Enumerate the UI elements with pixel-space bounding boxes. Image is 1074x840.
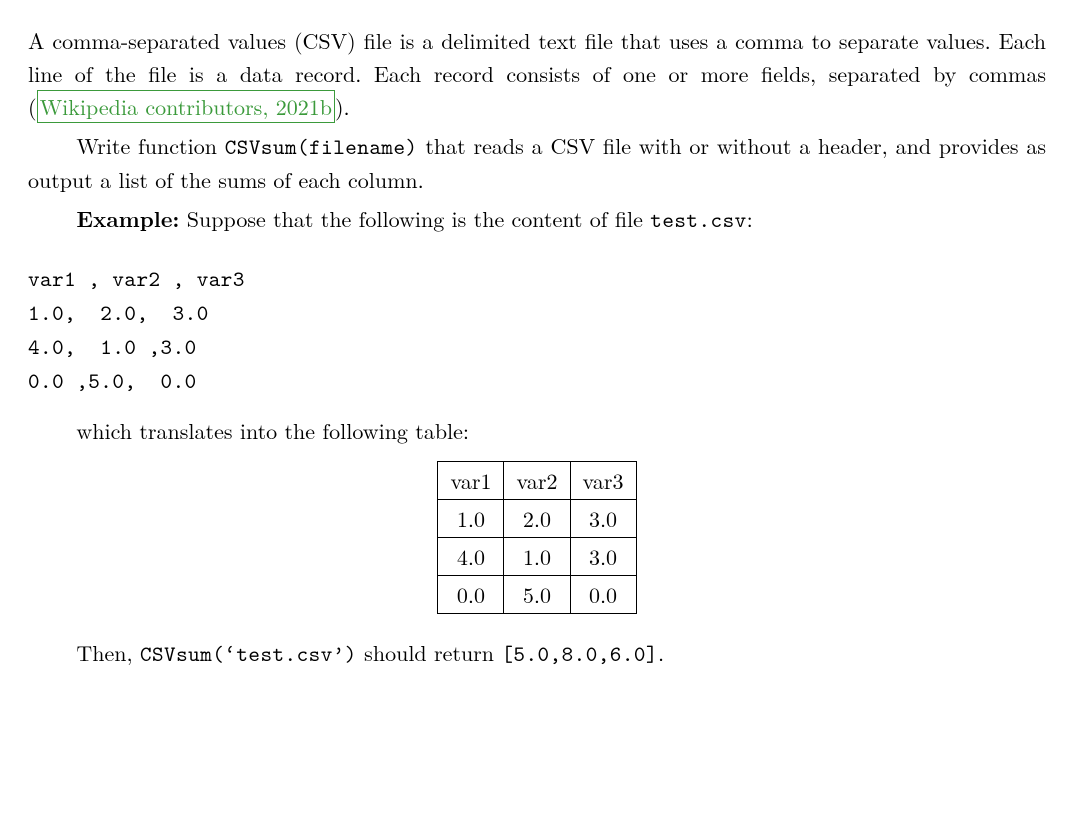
intro-text-tail: ).: [335, 91, 350, 122]
table-row: 0.0 5.0 0.0: [438, 576, 636, 614]
citation-box: Wikipedia contributors, 2021b: [37, 90, 335, 123]
paragraph-example-intro: Example: Suppose that the following is t…: [28, 202, 1046, 236]
table-cell: var2: [504, 462, 570, 500]
inline-code-call: CSVsum(‘test.csv’): [140, 639, 357, 668]
table-wrapper: var1 var2 var3 1.0 2.0 3.0 4.0 1.0 3.0 0…: [28, 461, 1046, 614]
table-cell: 0.0: [438, 576, 504, 614]
table-cell: 3.0: [570, 500, 636, 538]
example-tail: :: [747, 203, 753, 234]
paragraph-result: Then, CSVsum(‘test.csv’) should return […: [28, 636, 1046, 670]
citation-link[interactable]: Wikipedia contributors, 2021b: [40, 91, 332, 122]
example-mid: Suppose that the following is the conten…: [179, 203, 650, 234]
table-cell: var3: [570, 462, 636, 500]
table-row: 1.0 2.0 3.0: [438, 500, 636, 538]
task-lead: Write function: [76, 130, 224, 161]
paragraph-task: Write function CSVsum(filename) that rea…: [28, 129, 1046, 196]
example-label: Example:: [76, 203, 179, 234]
table-cell: 1.0: [438, 500, 504, 538]
table-cell: 3.0: [570, 538, 636, 576]
csv-raw-block: var1 , var2 , var3 1.0, 2.0, 3.0 4.0, 1.…: [28, 262, 1046, 398]
inline-code-filename: test.csv: [650, 205, 746, 234]
table-row: var1 var2 var3: [438, 462, 636, 500]
inline-code-result: [5.0,8.0,6.0]: [501, 639, 658, 668]
paragraph-table-intro: which translates into the following tabl…: [28, 414, 1046, 447]
csv-table: var1 var2 var3 1.0 2.0 3.0 4.0 1.0 3.0 0…: [437, 461, 636, 614]
table-row: 4.0 1.0 3.0: [438, 538, 636, 576]
table-cell: 1.0: [504, 538, 570, 576]
table-cell: 2.0: [504, 500, 570, 538]
inline-code-func: CSVsum(filename): [225, 132, 418, 161]
result-lead: Then,: [76, 637, 140, 668]
table-cell: 0.0: [570, 576, 636, 614]
result-tail: .: [658, 637, 664, 668]
result-mid: should return: [357, 637, 502, 668]
paragraph-intro: A comma-separated values (CSV) file is a…: [28, 24, 1046, 123]
table-cell: 5.0: [504, 576, 570, 614]
table-cell: 4.0: [438, 538, 504, 576]
table-cell: var1: [438, 462, 504, 500]
